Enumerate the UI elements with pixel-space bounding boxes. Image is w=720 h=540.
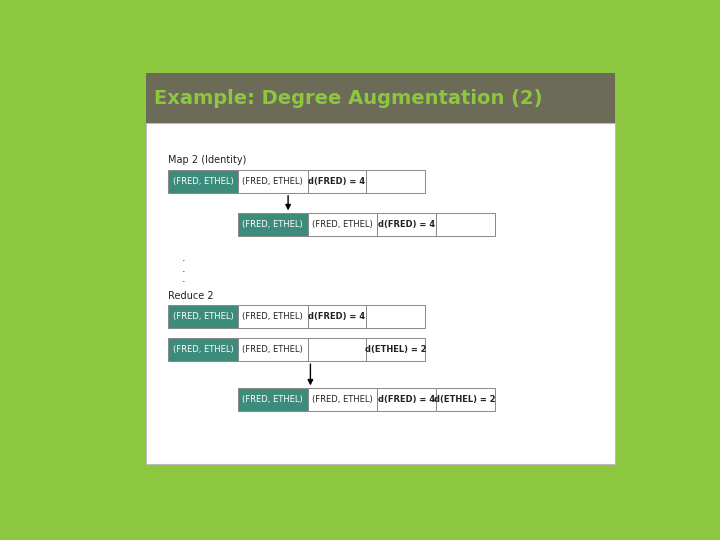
FancyBboxPatch shape — [238, 305, 307, 328]
Text: d(FRED) = 4: d(FRED) = 4 — [308, 177, 366, 186]
FancyBboxPatch shape — [145, 73, 615, 123]
Text: d(FRED) = 4: d(FRED) = 4 — [378, 395, 435, 404]
Text: (FRED, ETHEL): (FRED, ETHEL) — [173, 177, 233, 186]
FancyBboxPatch shape — [238, 213, 307, 237]
Text: Example: Degree Augmentation (2): Example: Degree Augmentation (2) — [154, 89, 543, 107]
FancyBboxPatch shape — [168, 338, 238, 361]
Text: Map 2 (Identity): Map 2 (Identity) — [168, 156, 246, 165]
Text: (FRED, ETHEL): (FRED, ETHEL) — [312, 220, 373, 230]
Text: d(ETHEL) = 2: d(ETHEL) = 2 — [365, 345, 426, 354]
Text: (FRED, ETHEL): (FRED, ETHEL) — [243, 345, 303, 354]
Text: d(FRED) = 4: d(FRED) = 4 — [308, 312, 366, 321]
Text: (FRED, ETHEL): (FRED, ETHEL) — [173, 345, 233, 354]
Text: (FRED, ETHEL): (FRED, ETHEL) — [312, 395, 373, 404]
FancyBboxPatch shape — [307, 305, 366, 328]
FancyBboxPatch shape — [238, 338, 307, 361]
FancyBboxPatch shape — [377, 213, 436, 237]
Text: d(FRED) = 4: d(FRED) = 4 — [378, 220, 435, 230]
FancyBboxPatch shape — [436, 213, 495, 237]
FancyBboxPatch shape — [366, 305, 425, 328]
FancyBboxPatch shape — [366, 338, 425, 361]
FancyBboxPatch shape — [307, 388, 377, 411]
FancyBboxPatch shape — [307, 213, 377, 237]
Text: .: . — [182, 264, 186, 274]
Text: .: . — [182, 253, 186, 263]
Text: (FRED, ETHEL): (FRED, ETHEL) — [243, 395, 303, 404]
Text: (FRED, ETHEL): (FRED, ETHEL) — [173, 312, 233, 321]
FancyBboxPatch shape — [168, 305, 238, 328]
Text: (FRED, ETHEL): (FRED, ETHEL) — [243, 220, 303, 230]
FancyBboxPatch shape — [377, 388, 436, 411]
FancyBboxPatch shape — [238, 388, 307, 411]
FancyBboxPatch shape — [168, 170, 238, 193]
FancyBboxPatch shape — [238, 170, 307, 193]
Text: (FRED, ETHEL): (FRED, ETHEL) — [243, 312, 303, 321]
Text: d(ETHEL) = 2: d(ETHEL) = 2 — [434, 395, 496, 404]
Text: (FRED, ETHEL): (FRED, ETHEL) — [243, 177, 303, 186]
Text: Reduce 2: Reduce 2 — [168, 291, 214, 301]
FancyBboxPatch shape — [145, 123, 615, 464]
FancyBboxPatch shape — [366, 170, 425, 193]
FancyBboxPatch shape — [307, 170, 366, 193]
FancyBboxPatch shape — [436, 388, 495, 411]
Text: .: . — [182, 274, 186, 284]
FancyBboxPatch shape — [307, 338, 366, 361]
